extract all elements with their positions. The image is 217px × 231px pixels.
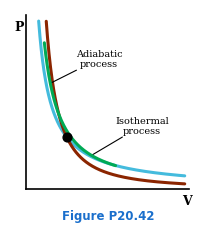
Text: V: V	[182, 194, 192, 207]
Text: Figure P20.42: Figure P20.42	[62, 209, 155, 222]
Text: P: P	[14, 21, 23, 33]
Text: Isothermal
process: Isothermal process	[92, 116, 169, 156]
Text: Adiabatic
process: Adiabatic process	[50, 50, 123, 84]
Point	[65, 136, 68, 139]
